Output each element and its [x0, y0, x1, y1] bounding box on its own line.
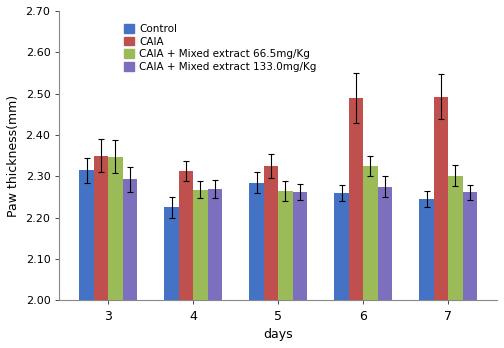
- Bar: [249, 183, 264, 348]
- Bar: [363, 166, 377, 348]
- Bar: [377, 187, 392, 348]
- Bar: [293, 192, 307, 348]
- Bar: [434, 96, 448, 348]
- Bar: [334, 193, 349, 348]
- Bar: [448, 175, 463, 348]
- Y-axis label: Paw thickness(mm): Paw thickness(mm): [7, 95, 20, 217]
- Bar: [193, 190, 208, 348]
- Bar: [79, 170, 94, 348]
- Bar: [94, 156, 108, 348]
- Bar: [179, 171, 193, 348]
- Bar: [122, 179, 137, 348]
- Bar: [264, 166, 278, 348]
- Bar: [349, 98, 363, 348]
- Bar: [278, 191, 293, 348]
- Legend: Control, CAIA, CAIA + Mixed extract 66.5mg/Kg, CAIA + Mixed extract 133.0mg/Kg: Control, CAIA, CAIA + Mixed extract 66.5…: [121, 22, 319, 74]
- Bar: [164, 207, 179, 348]
- X-axis label: days: days: [264, 328, 293, 341]
- Bar: [419, 199, 434, 348]
- Bar: [463, 192, 477, 348]
- Bar: [108, 157, 122, 348]
- Bar: [208, 189, 222, 348]
